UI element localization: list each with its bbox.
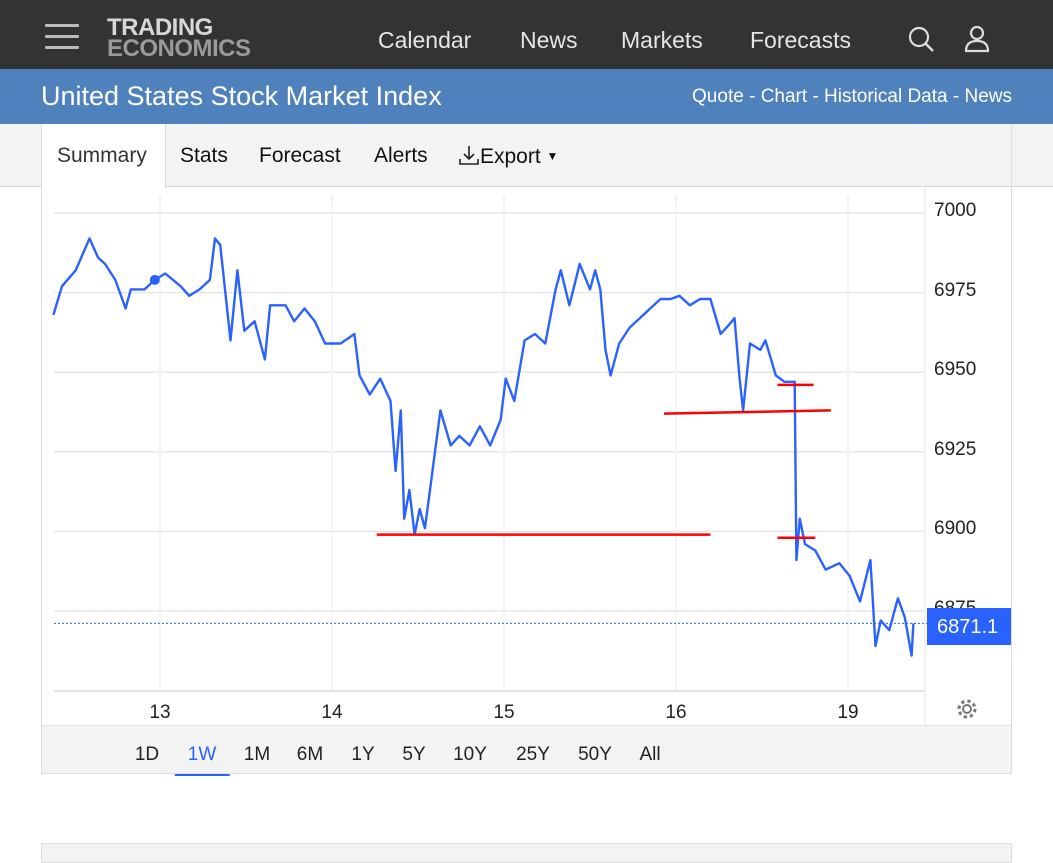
- nav-calendar[interactable]: Calendar: [378, 27, 472, 53]
- nav-forecasts[interactable]: Forecasts: [750, 27, 851, 53]
- banner-links: Quote - Chart - Historical Data - News: [692, 86, 1012, 108]
- download-icon: [459, 146, 479, 165]
- x-tick-label: 15: [493, 702, 515, 723]
- y-tick-label: 6900: [934, 518, 977, 540]
- range-10y[interactable]: 10Y: [453, 744, 487, 765]
- menu-icon[interactable]: [45, 24, 79, 50]
- page-title: United States Stock Market Index: [41, 81, 442, 111]
- tab-bar: Summary Stats Forecast Alerts Export ▼: [0, 124, 1053, 188]
- link-quote[interactable]: Quote: [692, 86, 744, 107]
- export-label: Export: [480, 145, 541, 168]
- separator: -: [807, 86, 825, 107]
- link-chart[interactable]: Chart: [760, 86, 808, 107]
- hover-marker: [149, 274, 160, 285]
- range-1d[interactable]: 1D: [134, 744, 160, 765]
- tab-forecast[interactable]: Forecast: [259, 144, 341, 167]
- nav-news[interactable]: News: [520, 27, 578, 53]
- bottom-panel: [41, 843, 1012, 863]
- range-selector: 1D 1W 1M 6M 1Y 5Y 10Y 25Y 50Y All: [42, 725, 1011, 776]
- link-news[interactable]: News: [964, 86, 1012, 107]
- y-tick-label: 7000: [934, 200, 977, 221]
- range-25y[interactable]: 25Y: [516, 744, 550, 765]
- y-tick-label: 6975: [934, 279, 977, 301]
- range-all[interactable]: All: [639, 744, 661, 765]
- range-50y[interactable]: 50Y: [578, 744, 612, 765]
- y-tick-label: 6925: [934, 438, 977, 460]
- range-6m[interactable]: 6M: [296, 744, 324, 765]
- top-navbar: TRADING ECONOMICS Calendar News Markets F…: [0, 0, 1053, 69]
- tab-alerts[interactable]: Alerts: [374, 144, 428, 167]
- user-icon[interactable]: [962, 24, 992, 54]
- last-price-label: 6871.1: [927, 608, 1011, 645]
- range-1y[interactable]: 1Y: [351, 744, 375, 765]
- chart-card: [41, 124, 1012, 774]
- y-tick-label: 6950: [934, 359, 977, 381]
- range-5y[interactable]: 5Y: [402, 744, 426, 765]
- tab-stats[interactable]: Stats: [180, 144, 228, 167]
- x-tick-label: 13: [149, 702, 171, 723]
- nav-markets[interactable]: Markets: [621, 27, 703, 53]
- range-1m[interactable]: 1M: [243, 744, 271, 765]
- search-icon[interactable]: [906, 24, 936, 54]
- separator: -: [947, 86, 965, 107]
- annotation-line: [663, 409, 831, 415]
- price-line: [52, 237, 915, 657]
- x-tick-label: 14: [321, 702, 343, 723]
- page-banner: United States Stock Market Index Quote -…: [0, 69, 1053, 124]
- gear-icon[interactable]: [955, 697, 979, 721]
- range-1w[interactable]: 1W: [174, 744, 230, 776]
- logo[interactable]: TRADING ECONOMICS: [107, 14, 251, 62]
- link-historical-data[interactable]: Historical Data: [824, 86, 948, 107]
- tab-summary[interactable]: Summary: [41, 124, 166, 188]
- tab-export[interactable]: Export ▼: [458, 144, 558, 169]
- x-tick-label: 19: [837, 702, 859, 723]
- caret-down-icon: ▼: [546, 149, 559, 163]
- x-tick-label: 16: [665, 702, 687, 723]
- separator: -: [743, 86, 761, 107]
